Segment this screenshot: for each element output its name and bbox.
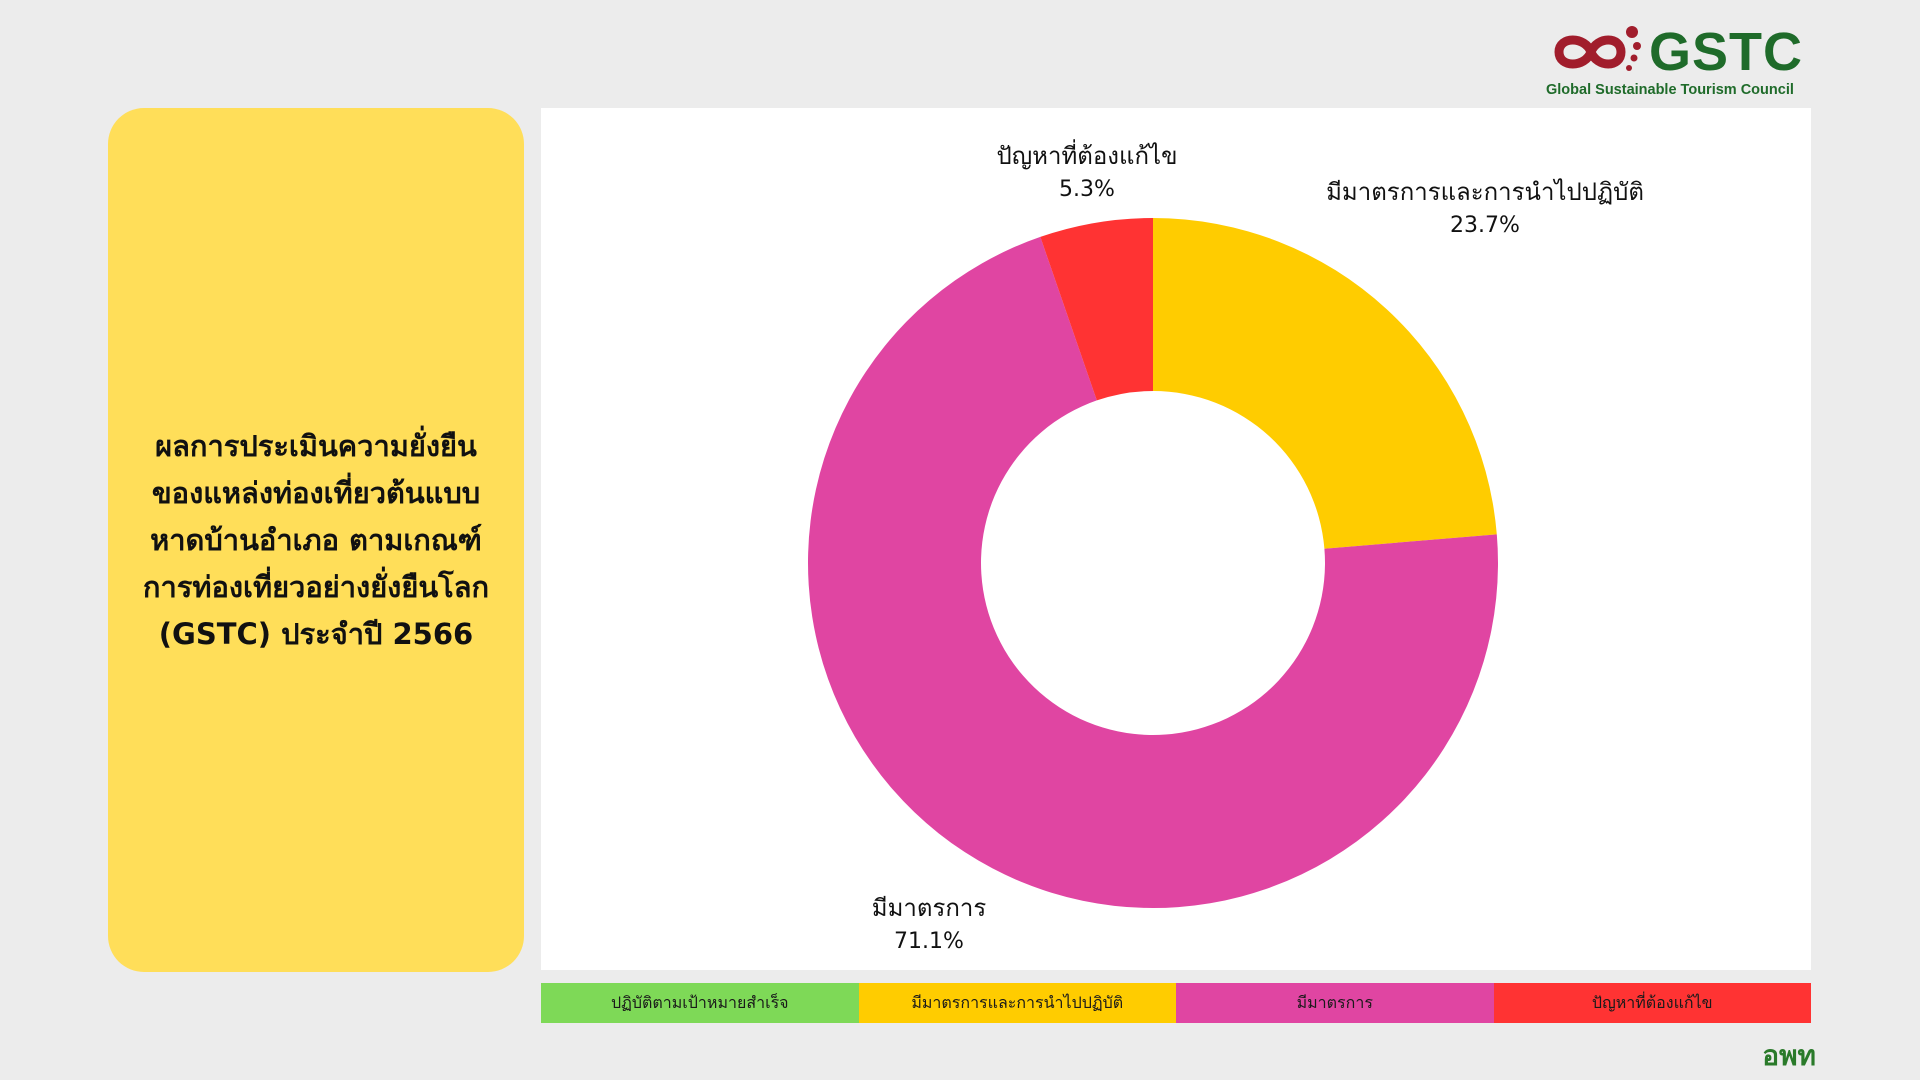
title-line: ของแหล่งท่องเที่ยวต้นแบบ	[151, 475, 481, 510]
legend-label: ปัญหาที่ต้องแก้ไข	[1591, 992, 1713, 1012]
title-line: การท่องเที่ยวอย่างยั่งยืนโลก	[142, 569, 490, 604]
title-line: (GSTC) ประจำปี 2566	[158, 616, 474, 651]
infinity-logo-icon	[1554, 26, 1641, 71]
pie-slice	[808, 236, 1498, 908]
pie-slice	[1040, 218, 1153, 401]
legend-item-measures-implemented: มีมาตรการและการนำไปปฏิบัติ	[858, 983, 1176, 1023]
logo-subtitle: Global Sustainable Tourism Council	[1546, 82, 1794, 98]
pie-slice	[1153, 218, 1497, 549]
slice-label: มีมาตรการและการนำไปปฏิบัติ	[1326, 178, 1644, 206]
gstc-logo: GSTC Global Sustainable Tourism Council	[1545, 22, 1805, 100]
legend-label: มีมาตรการและการนำไปปฏิบัติ	[911, 992, 1124, 1012]
legend-item-measures: มีมาตรการ	[1176, 983, 1494, 1023]
slice-label: ปัญหาที่ต้องแก้ไข	[997, 139, 1178, 170]
legend-item-achieved: ปฏิบัติตามเป้าหมายสำเร็จ	[541, 983, 859, 1023]
dasta-logo: อพท	[1762, 1040, 1816, 1071]
logo-name: GSTC	[1649, 22, 1804, 82]
legend-bar: ปฏิบัติตามเป้าหมายสำเร็จ มีมาตรการและการ…	[541, 983, 1811, 1023]
legend-item-problems: ปัญหาที่ต้องแก้ไข	[1493, 983, 1811, 1023]
legend-label: มีมาตรการ	[1296, 992, 1373, 1012]
legend-label: ปฏิบัติตามเป้าหมายสำเร็จ	[610, 992, 789, 1012]
chart-panel: มีมาตรการและการนำไปปฏิบัติ 23.7% มีมาตรการ…	[541, 108, 1811, 970]
slice-value-label: 71.1%	[894, 929, 964, 954]
title-line: ผลการประเมินความยั่งยืน	[155, 428, 477, 463]
slice-value-label: 5.3%	[1059, 177, 1115, 202]
slice-label: มีมาตรการ	[872, 894, 987, 922]
title-panel: ผลการประเมินความยั่งยืน ของแหล่งท่องเที่…	[108, 108, 524, 972]
slice-value-label: 23.7%	[1450, 213, 1520, 238]
page-title: ผลการประเมินความยั่งยืน ของแหล่งท่องเที่…	[108, 423, 524, 658]
title-line: หาดบ้านอำเภอ ตามเกณฑ์	[150, 522, 482, 557]
donut-chart: มีมาตรการและการนำไปปฏิบัติ 23.7% มีมาตรการ…	[808, 139, 1644, 954]
